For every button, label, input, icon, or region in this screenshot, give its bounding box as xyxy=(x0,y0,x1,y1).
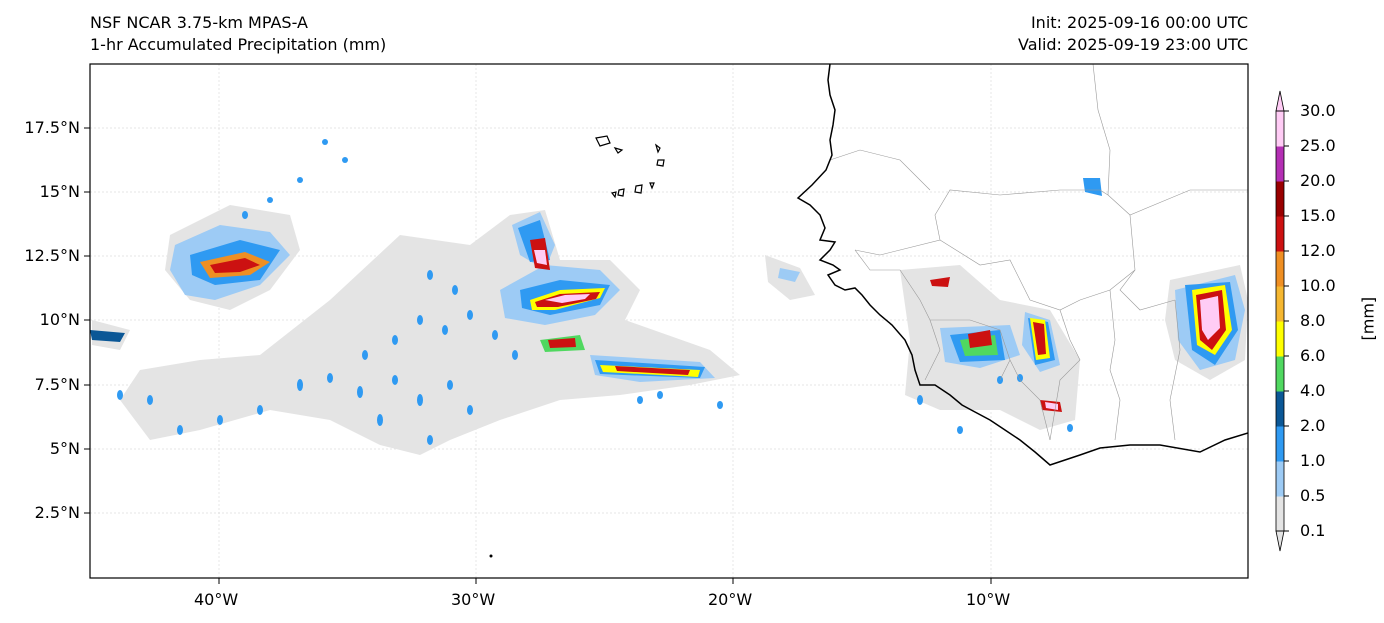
lat-label: 5°N xyxy=(49,439,80,458)
map-frame xyxy=(89,63,1249,579)
scattered-cells xyxy=(117,139,1073,445)
precip-cores xyxy=(90,238,1232,412)
lat-label: 17.5°N xyxy=(24,118,80,137)
colorbar-segment xyxy=(1276,356,1284,392)
colorbar-segment xyxy=(1276,496,1284,532)
colorbar-label: 20.0 xyxy=(1300,171,1336,190)
lat-label: 15°N xyxy=(39,182,80,201)
colorbar-label: 6.0 xyxy=(1300,346,1326,365)
lon-label: 10°W xyxy=(966,590,1011,609)
colorbar-label: 10.0 xyxy=(1300,276,1336,295)
cape-verde-islands xyxy=(595,135,665,199)
colorbar xyxy=(1275,90,1289,552)
model-title: NSF NCAR 3.75-km MPAS-A xyxy=(90,13,308,32)
colorbar-segment xyxy=(1276,111,1284,147)
colorbar-label: 25.0 xyxy=(1300,136,1336,155)
colorbar-extend-min xyxy=(1275,530,1285,552)
lat-label: 7.5°N xyxy=(34,375,80,394)
lon-label: 20°W xyxy=(708,590,753,609)
colorbar-segment xyxy=(1276,391,1284,427)
colorbar-units: [mm] xyxy=(1358,296,1378,341)
tick-marks xyxy=(84,127,992,584)
colorbar-label: 30.0 xyxy=(1300,101,1336,120)
gridlines xyxy=(90,64,1248,578)
colorbar-segment xyxy=(1276,146,1284,182)
lon-label: 30°W xyxy=(451,590,496,609)
init-time: Init: 2025-09-16 00:00 UTC xyxy=(1030,13,1248,32)
colorbar-segment xyxy=(1276,216,1284,252)
colorbar-segment xyxy=(1276,461,1284,497)
colorbar-label: 0.1 xyxy=(1300,521,1326,540)
colorbar-label: 12.0 xyxy=(1300,241,1336,260)
country-borders xyxy=(829,64,1248,441)
colorbar-label: 8.0 xyxy=(1300,311,1326,330)
colorbar-label: 4.0 xyxy=(1300,381,1326,400)
colorbar-segment xyxy=(1276,426,1284,462)
valid-time: Valid: 2025-09-19 23:00 UTC xyxy=(1017,35,1248,54)
island-dot xyxy=(489,554,493,558)
colorbar-segment xyxy=(1276,321,1284,357)
colorbar-label: 0.5 xyxy=(1300,486,1326,505)
colorbar-label: 15.0 xyxy=(1300,206,1336,225)
colorbar-label: 1.0 xyxy=(1300,451,1326,470)
colorbar-segment xyxy=(1276,181,1284,217)
colorbar-segment xyxy=(1276,251,1284,287)
lat-label: 10°N xyxy=(39,310,80,329)
field-title: 1-hr Accumulated Precipitation (mm) xyxy=(90,35,387,54)
colorbar-segment xyxy=(1276,286,1284,322)
lon-label: 40°W xyxy=(194,590,239,609)
colorbar-label: 2.0 xyxy=(1300,416,1326,435)
coastline xyxy=(796,64,1248,466)
lat-label: 2.5°N xyxy=(34,503,80,522)
colorbar-extend-max xyxy=(1275,90,1285,112)
lat-label: 12.5°N xyxy=(24,246,80,265)
